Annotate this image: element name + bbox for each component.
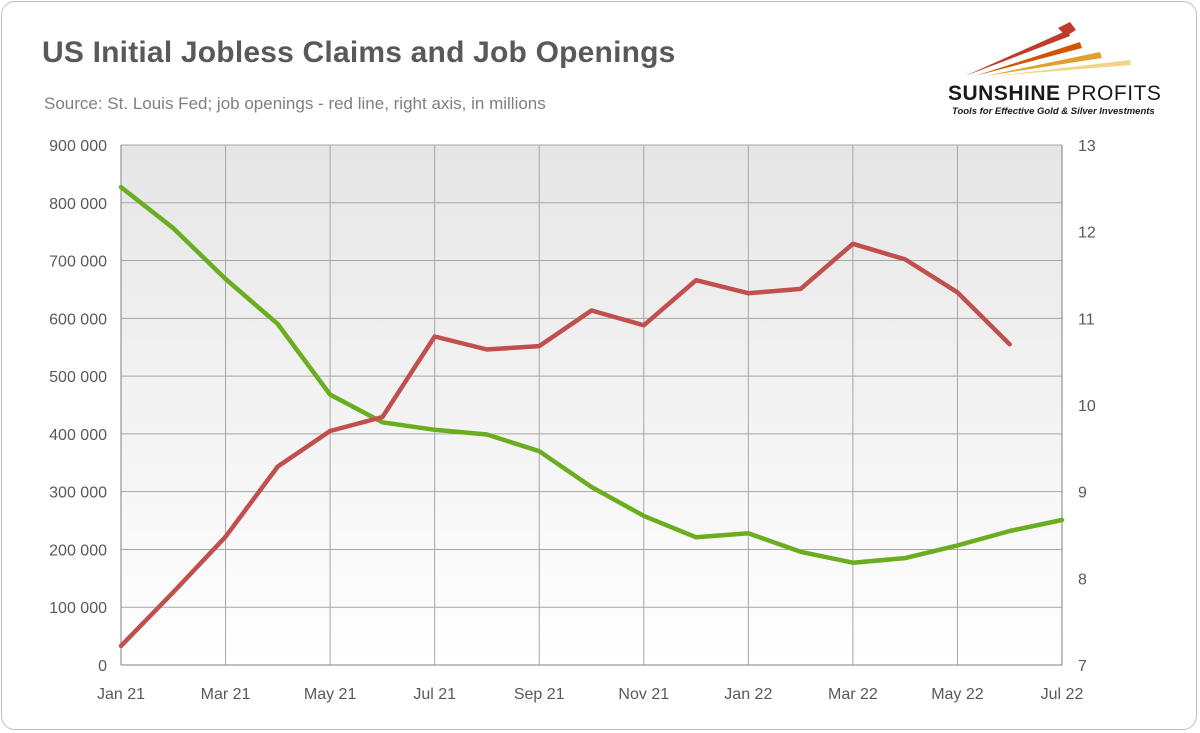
x-axis-tick-label: Jan 21 — [97, 686, 145, 703]
chart-title: US Initial Jobless Claims and Job Openin… — [42, 36, 676, 69]
right-axis-tick-label: 11 — [1078, 311, 1095, 328]
left-axis-tick-label: 0 — [98, 658, 107, 675]
job-openings-line — [118, 241, 1012, 649]
right-axis-tick-label: 8 — [1078, 571, 1087, 588]
series-lines — [118, 184, 1065, 649]
right-axis-tick-label: 9 — [1078, 485, 1087, 502]
right-axis-tick-label: 7 — [1078, 658, 1087, 675]
x-axis-tick-label: Mar 22 — [828, 686, 878, 703]
left-axis-tick-labels: 0 100 000 200 000 300 000 400 000 500 000 600 … — [49, 138, 107, 675]
right-axis-tick-labels: 7 8 9 10 11 12 13 — [1078, 138, 1096, 675]
logo-tagline: Tools for Effective Gold & Silver Invest… — [952, 106, 1155, 117]
chart-subtitle: Source: St. Louis Fed; job openings - re… — [44, 94, 546, 113]
left-axis-tick-label: 700 000 — [49, 254, 107, 271]
x-axis-tick-label: Mar 21 — [201, 686, 251, 703]
axes — [120, 145, 1063, 666]
left-axis-tick-label: 600 000 — [49, 311, 107, 328]
x-axis-tick-label: Jan 22 — [724, 686, 772, 703]
x-axis-tick-label: Sep 21 — [514, 686, 565, 703]
sun-rays-icon — [965, 22, 1131, 76]
left-axis-tick-label: 100 000 — [49, 600, 107, 617]
left-axis-tick-label: 500 000 — [49, 369, 107, 386]
right-axis-tick-label: 12 — [1078, 225, 1096, 242]
jobless-claims-line — [118, 184, 1065, 565]
right-axis-tick-label: 10 — [1078, 398, 1096, 415]
left-axis-tick-label: 400 000 — [49, 427, 107, 444]
right-axis-tick-label: 13 — [1078, 138, 1096, 155]
left-axis-tick-label: 900 000 — [49, 138, 107, 155]
x-axis-tick-labels: Jan 21 Mar 21 May 21 Jul 21 Sep 21 Nov 21 Jan … — [97, 686, 1083, 703]
left-axis-tick-label: 800 000 — [49, 196, 107, 213]
x-axis-tick-label: May 22 — [931, 686, 984, 703]
x-axis-tick-label: Jul 22 — [1041, 686, 1084, 703]
x-axis-tick-label: Jul 21 — [413, 686, 456, 703]
left-axis-tick-label: 200 000 — [49, 542, 107, 559]
x-axis-tick-label: Nov 21 — [618, 686, 669, 703]
x-axis-tick-label: May 21 — [304, 686, 357, 703]
left-axis-tick-label: 300 000 — [49, 485, 107, 502]
plot-area — [121, 145, 1062, 665]
logo-name: SUNSHINE PROFITS — [948, 82, 1162, 105]
sunshine-profits-logo: SUNSHINE PROFITS Tools for Effective Gol… — [940, 18, 1180, 123]
